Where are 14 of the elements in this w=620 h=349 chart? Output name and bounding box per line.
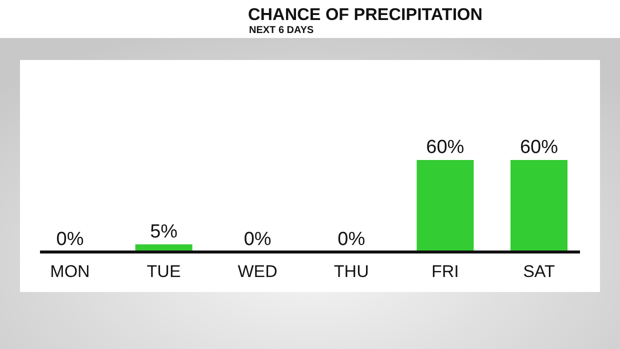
chart-title: CHANCE OF PRECIPITATION — [248, 5, 483, 24]
data-label: 60% — [426, 137, 464, 158]
data-label: 0% — [338, 229, 366, 250]
chart-subtitle: NEXT 6 DAYS — [249, 25, 314, 36]
x-tick-label: SAT — [523, 262, 555, 281]
data-label: 0% — [244, 229, 272, 250]
x-tick-label: TUE — [146, 262, 181, 281]
data-label: 60% — [520, 137, 558, 158]
x-tick-label: WED — [238, 262, 278, 281]
x-tick-label: THU — [334, 262, 369, 281]
data-label: 0% — [56, 229, 84, 250]
data-label: 5% — [150, 221, 178, 242]
x-tick-label: FRI — [432, 262, 459, 281]
x-tick-label: MON — [50, 262, 90, 281]
